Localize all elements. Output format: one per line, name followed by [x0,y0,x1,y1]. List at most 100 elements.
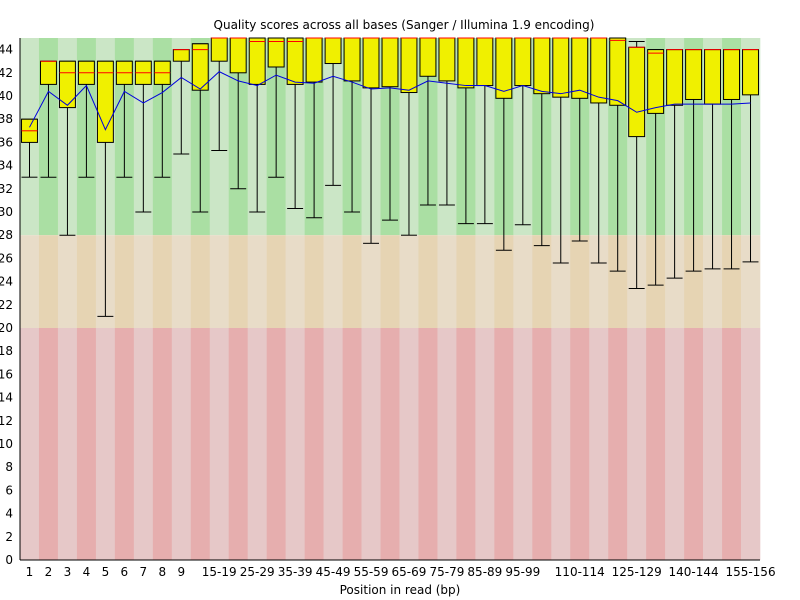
x-tick-label: 140-144 [669,565,719,579]
quality-band-1-stripe [475,235,495,328]
quality-band-1-stripe [304,235,324,328]
box [343,37,361,82]
y-tick-label: 0 [5,553,13,567]
quality-band-2-stripe [551,328,571,560]
quality-band-1-stripe [361,235,381,328]
quality-band-1-stripe [171,235,192,328]
box [457,37,475,89]
quality-band-2-stripe [57,328,78,560]
quality-band-2-stripe [380,328,400,560]
y-tick-label: 38 [0,112,13,126]
y-tick-label: 12 [0,414,13,428]
whiskers [21,37,759,317]
box [438,37,456,82]
quality-band-2-stripe [494,328,514,560]
quality-band-1-stripe [570,235,590,328]
quality-band-2-stripe [152,328,173,560]
quality-band-2-stripe [722,328,742,560]
y-tick-label: 22 [0,298,13,312]
y-tick-label: 44 [0,43,13,57]
box [39,60,57,85]
quality-band-2-stripe [323,328,343,560]
box [704,49,722,105]
y-tick-label: 8 [5,460,13,474]
x-tick-label: 35-39 [278,565,313,579]
chart-title: Quality scores across all bases (Sanger … [214,18,595,32]
quality-band-1-stripe [722,235,742,328]
quality-band-2-stripe [20,328,40,560]
box [552,37,570,98]
quality-band-1-stripe [114,235,135,328]
x-tick-label: 1 [26,565,34,579]
quality-band-1-stripe [532,235,552,328]
box [324,37,342,65]
quality-band-1-stripe [418,235,438,328]
box [685,49,703,100]
quality-band-1-stripe [285,235,305,328]
y-tick-label: 28 [0,228,13,242]
quality-band-2-stripe [304,328,324,560]
box [590,37,608,104]
y-tick-label: 2 [5,530,13,544]
quality-band-1-stripe [399,235,419,328]
y-tick-label: 6 [5,483,13,497]
quality-band-1-stripe [266,235,286,328]
mean-line [29,71,751,131]
x-tick-label: 155-156 [725,565,775,579]
box [628,46,646,138]
quality-band-2-stripe [665,328,685,560]
quality-band-1-stripe [380,235,400,328]
mean-polyline [29,71,751,131]
box [533,37,551,95]
axes [19,38,760,561]
y-tick-label: 4 [5,507,13,521]
quality-band-1-stripe [589,235,609,328]
quality-band-2-stripe [456,328,476,560]
quality-band-1-stripe [323,235,343,328]
quality-band-2-stripe [342,328,362,560]
x-tick-label: 55-59 [354,565,389,579]
x-tick-label: 8 [158,565,166,579]
quality-band-2-stripe [418,328,438,560]
quality-band-2-stripe [361,328,381,560]
quality-bands [20,38,761,560]
quality-band-1-stripe [665,235,685,328]
x-tick-label: 85-89 [467,565,502,579]
quality-band-2-stripe [399,328,419,560]
quality-band-2-stripe [741,328,761,560]
quality-band-1-stripe [608,235,628,328]
x-tick-label: 3 [64,565,72,579]
box [267,37,285,68]
box [172,49,190,62]
quality-band-2-stripe [532,328,552,560]
x-tick-label: 65-69 [392,565,427,579]
quality-band-2-stripe [437,328,457,560]
x-axis-label: Position in read (bp) [340,583,461,597]
quality-band-2-stripe [76,328,97,560]
quality-band-2-stripe [627,328,647,560]
box [400,37,418,94]
quality-band-2-stripe [589,328,609,560]
box [248,37,266,85]
quality-band-2-stripe [114,328,135,560]
y-tick-label: 14 [0,391,13,405]
box [514,37,532,87]
y-tick-label: 18 [0,344,13,358]
box [609,37,627,106]
y-tick-label: 30 [0,205,13,219]
box [476,37,494,87]
quality-band-2-stripe [513,328,533,560]
x-tick-label: 9 [177,565,185,579]
quality-band-1-stripe [152,235,173,328]
x-tick-label: 7 [140,565,148,579]
quality-band-2-stripe [228,328,248,560]
box [362,37,380,89]
quality-band-2-stripe [209,328,230,560]
box [571,37,589,99]
quality-band-1-stripe [437,235,457,328]
quality-band-1-stripe [133,235,154,328]
box [191,43,209,91]
x-tick-label: 110-114 [555,565,605,579]
x-tick-label: 5 [102,565,110,579]
y-tick-label: 32 [0,182,13,196]
